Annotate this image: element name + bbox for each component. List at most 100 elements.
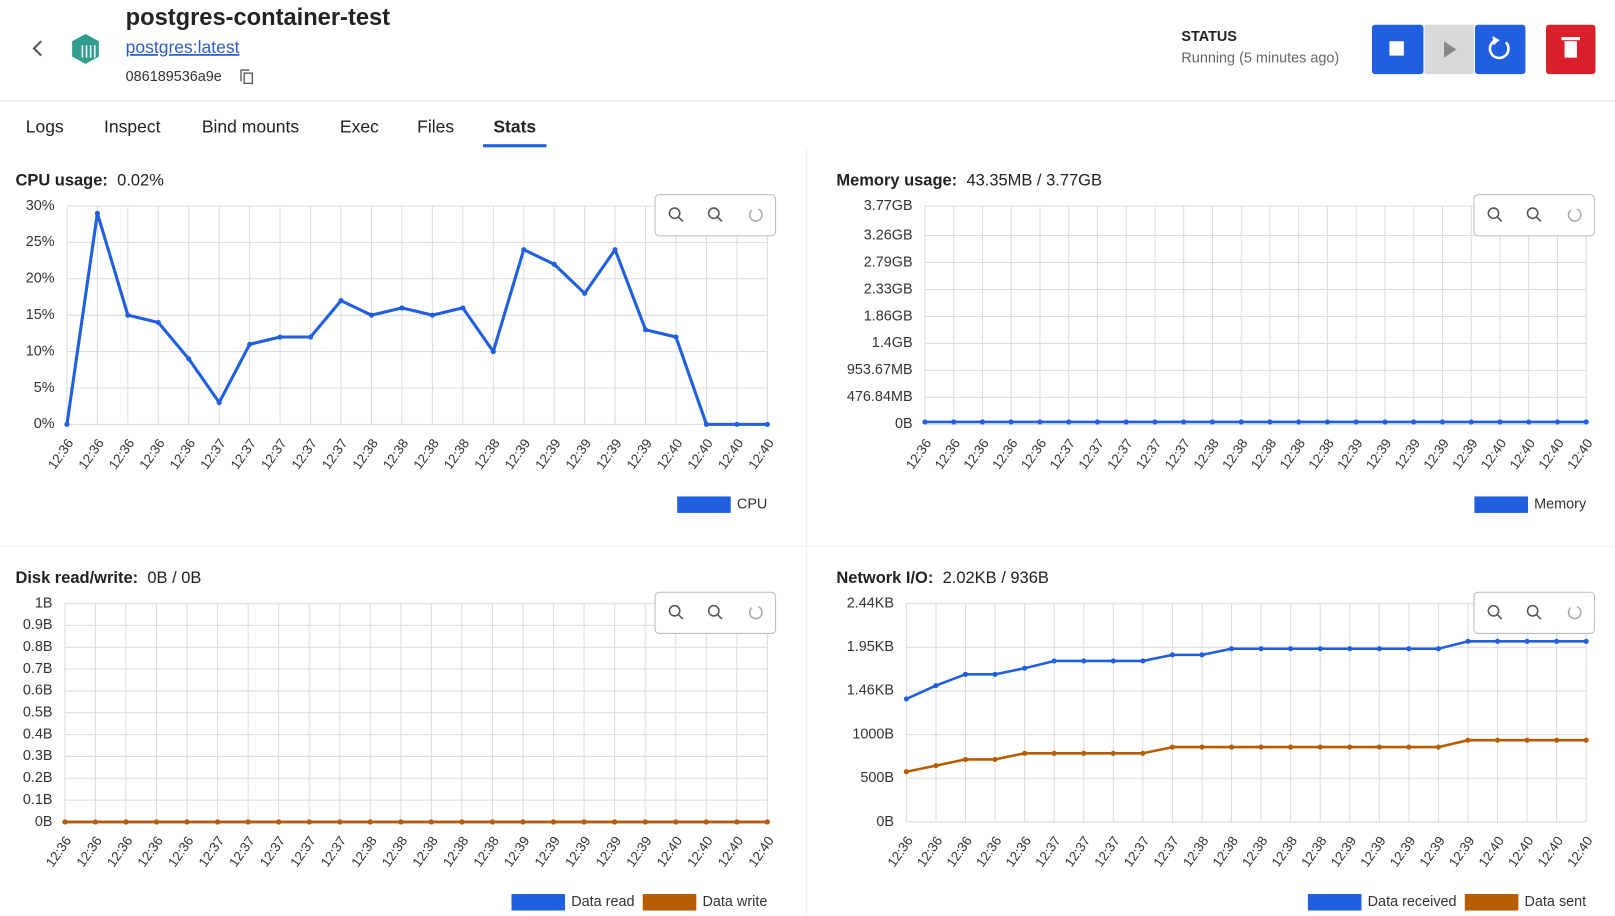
data-point: [216, 399, 222, 406]
zoom-out[interactable]: [1526, 604, 1539, 617]
data-point: [64, 421, 70, 427]
status-label: STATUS: [1181, 29, 1237, 45]
data-point: [764, 421, 770, 427]
zoom-out[interactable]: [707, 207, 720, 220]
back-button[interactable]: [32, 40, 42, 57]
zoom-out[interactable]: [1526, 207, 1539, 220]
data-point: [1094, 419, 1101, 425]
zoom-in[interactable]: [668, 207, 681, 220]
x-tick-label: 12:36: [973, 834, 1004, 870]
data-point: [428, 819, 434, 825]
legend-swatch: [1474, 496, 1528, 513]
data-point: [1140, 658, 1146, 664]
legend-swatch: [1464, 894, 1519, 911]
tab[interactable]: Files: [417, 116, 454, 136]
legend-label: Data read: [571, 894, 634, 910]
y-tick-label: 25%: [26, 234, 55, 250]
x-tick-label: 12:40: [1564, 834, 1595, 870]
data-point: [1465, 737, 1471, 743]
x-tick-label: 12:37: [197, 436, 228, 472]
data-point: [933, 683, 939, 689]
x-tick-label: 12:38: [1190, 436, 1221, 472]
data-point: [1324, 419, 1331, 425]
x-tick-label: 12:38: [379, 834, 410, 870]
zoom-reset[interactable]: [1567, 208, 1582, 222]
zoom-in[interactable]: [1487, 207, 1500, 220]
tab[interactable]: Stats: [493, 116, 536, 136]
chart-toolbox: [654, 194, 777, 237]
x-tick-label: 12:39: [1387, 834, 1418, 870]
zoom-reset[interactable]: [748, 208, 763, 222]
zoom-in[interactable]: [668, 604, 681, 617]
data-point: [734, 819, 740, 825]
x-tick-label: 12:39: [1357, 834, 1388, 870]
data-point: [1435, 646, 1441, 652]
data-point: [1199, 652, 1205, 658]
delete-button[interactable]: [1546, 24, 1596, 75]
data-point: [1238, 419, 1244, 425]
x-tick-label: 12:37: [1047, 436, 1078, 472]
zoom-reset[interactable]: [1567, 605, 1582, 620]
image-link[interactable]: postgres:latest: [126, 37, 240, 57]
data-point: [1051, 750, 1057, 756]
y-tick-label: 0.5B: [23, 705, 53, 721]
x-tick-label: 12:36: [104, 834, 135, 870]
data-point: [277, 334, 283, 340]
legend-label: Data write: [702, 894, 767, 910]
tab[interactable]: Logs: [26, 116, 64, 136]
tab[interactable]: Bind mounts: [202, 116, 300, 136]
data-point: [398, 819, 404, 825]
chart-title: CPU usage:: [15, 172, 107, 190]
zoom-out[interactable]: [707, 604, 720, 617]
data-point: [612, 819, 618, 825]
y-tick-label: 0.8B: [23, 639, 53, 655]
data-point: [1382, 419, 1388, 425]
data-point: [1169, 652, 1175, 658]
legend-swatch: [511, 894, 566, 911]
zoom-handle: [1536, 614, 1542, 620]
copy-icon[interactable]: [240, 69, 254, 85]
y-tick-label: 2.33GB: [864, 281, 913, 297]
chart-title: Memory usage:: [836, 172, 957, 190]
data-point: [1228, 744, 1235, 750]
zoom-in[interactable]: [1487, 604, 1500, 617]
data-point: [184, 819, 190, 825]
tab[interactable]: Exec: [340, 116, 379, 136]
tab[interactable]: Inspect: [104, 116, 161, 136]
data-point: [1376, 744, 1382, 750]
data-point: [734, 421, 740, 427]
x-tick-label: 12:38: [1239, 834, 1270, 870]
data-point: [367, 819, 373, 825]
data-point: [673, 334, 679, 340]
x-tick-label: 12:37: [1091, 834, 1122, 870]
zoom-reset[interactable]: [748, 605, 763, 620]
x-tick-label: 12:36: [43, 834, 74, 870]
y-tick-label: 0B: [895, 416, 913, 432]
start-button[interactable]: [1424, 24, 1474, 75]
x-tick-label: 12:38: [1248, 436, 1279, 472]
data-point: [551, 261, 557, 267]
stop-button[interactable]: [1371, 24, 1424, 75]
x-tick-label: 12:37: [1062, 834, 1093, 870]
data-point: [764, 819, 770, 825]
data-point: [1066, 419, 1072, 425]
data-point: [1140, 750, 1146, 756]
zoom-handle: [1536, 216, 1542, 222]
data-point: [1258, 744, 1264, 750]
data-point: [1081, 658, 1087, 664]
data-point: [1524, 638, 1530, 644]
data-point: [1494, 638, 1501, 644]
tab-underline: [483, 144, 547, 148]
x-tick-label: 12:40: [1535, 834, 1566, 870]
y-tick-label: 0.1B: [23, 792, 53, 808]
data-point: [520, 819, 526, 825]
restart-button[interactable]: [1474, 24, 1526, 75]
x-tick-label: 12:37: [1121, 834, 1152, 870]
data-point: [1110, 750, 1116, 756]
x-tick-label: 12:39: [1420, 436, 1451, 472]
data-point: [94, 210, 100, 216]
data-point: [1435, 744, 1441, 750]
data-point: [1411, 419, 1417, 425]
data-point: [429, 312, 435, 318]
